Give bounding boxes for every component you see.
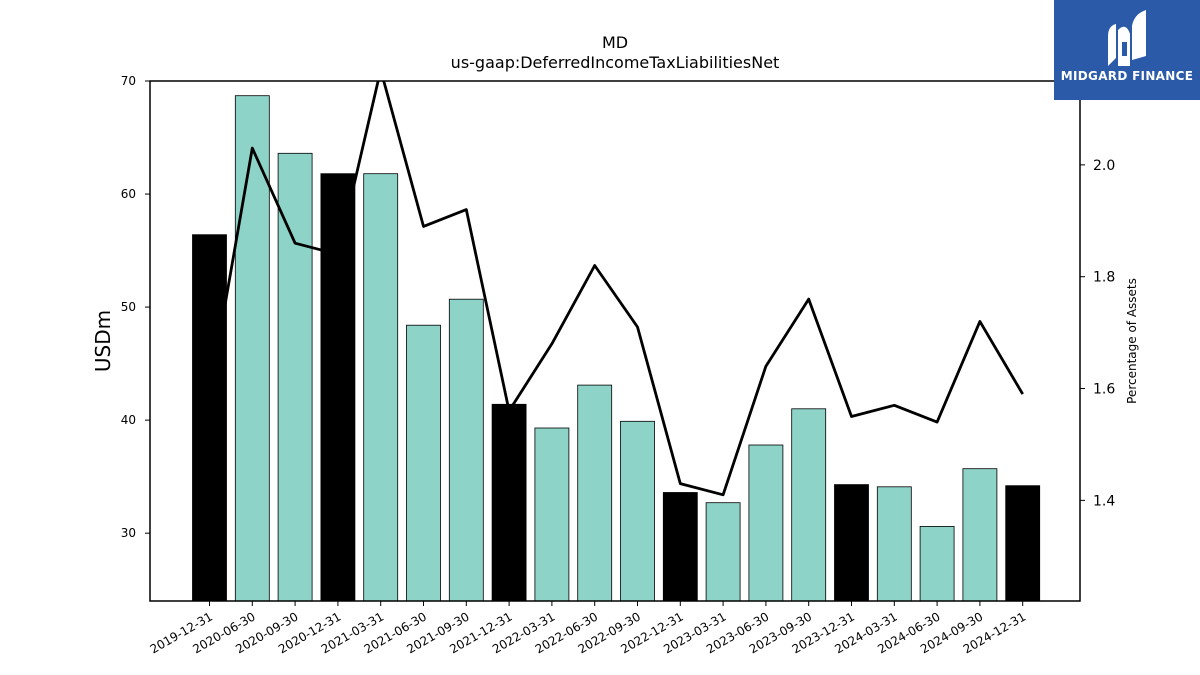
brand-logo: MIDGARD FINANCE <box>1054 0 1200 100</box>
bar <box>1005 485 1041 601</box>
bar <box>791 408 827 601</box>
y2-tick-label: 2.0 <box>1093 158 1115 174</box>
bar <box>234 95 270 601</box>
plot-frame <box>149 80 1081 602</box>
brand-name: MIDGARD FINANCE <box>1060 69 1194 83</box>
y2-tick-label: 1.4 <box>1093 493 1115 509</box>
y-tick-label: 60 <box>121 187 136 201</box>
bar <box>448 298 484 601</box>
x-axis: 2019-12-312020-06-302020-09-302020-12-31… <box>148 601 1028 656</box>
y-tick-label: 40 <box>121 413 136 427</box>
y2-axis: 1.4 1.6 1.8 2.0 <box>1080 158 1115 509</box>
bar <box>320 173 356 601</box>
bar <box>192 234 227 601</box>
bar <box>491 403 527 601</box>
y2-tick-label: 1.6 <box>1093 382 1115 398</box>
bar <box>534 427 570 601</box>
bar <box>662 492 698 601</box>
y2-tick-label: 1.8 <box>1093 270 1115 286</box>
bar <box>748 444 784 601</box>
line-group <box>208 81 1024 497</box>
y-tick-label: 50 <box>121 300 136 314</box>
bar <box>406 324 441 601</box>
bar <box>705 502 741 601</box>
bar <box>919 526 955 601</box>
chart-subtitle: us-gaap:DeferredIncomeTaxLiabilitiesNet <box>451 53 780 72</box>
bar <box>834 484 869 601</box>
y2-axis-label: Percentage of Assets <box>1125 278 1139 404</box>
bar <box>876 486 912 601</box>
y-axis: 30 40 50 60 70 <box>121 74 150 540</box>
bars-group <box>192 95 1041 601</box>
midgard-logo-icon <box>1108 10 1146 66</box>
y-axis-label: USDm <box>91 310 115 372</box>
chart-title: MD <box>602 33 628 52</box>
y-tick-label: 70 <box>121 74 136 88</box>
y-tick-label: 30 <box>121 526 136 540</box>
bar <box>620 420 655 601</box>
bar <box>962 468 998 601</box>
bar <box>577 384 613 601</box>
bar <box>277 152 313 601</box>
bar <box>363 173 399 601</box>
line-series <box>208 81 1024 497</box>
